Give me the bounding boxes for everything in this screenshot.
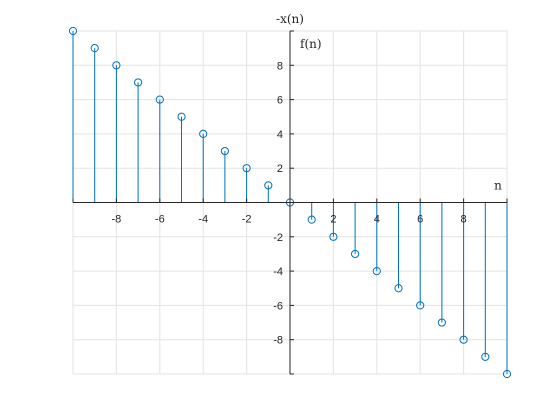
stem-marker — [242, 164, 251, 173]
stem-marker — [112, 61, 121, 70]
stem-marker — [264, 181, 273, 190]
x-tick-label: -6 — [155, 214, 165, 226]
x-tick-label: 4 — [374, 214, 380, 226]
stem-marker — [220, 146, 229, 156]
y-axis-label: f(n) — [300, 37, 322, 51]
stem-marker — [329, 232, 338, 241]
x-tick-label: -4 — [198, 214, 208, 226]
x-tick-label: -8 — [112, 214, 122, 226]
x-tick-label: 6 — [417, 214, 423, 226]
stem-marker — [459, 335, 468, 344]
y-tick-label: -8 — [273, 335, 283, 347]
stem-marker — [394, 284, 403, 293]
y-tick-label: 4 — [277, 129, 283, 141]
stem-marker — [351, 249, 360, 259]
stem-marker — [416, 301, 425, 310]
y-tick-label: 8 — [277, 60, 283, 72]
stem-marker — [134, 78, 143, 87]
x-tick-label: 8 — [461, 214, 467, 226]
stem-marker — [307, 215, 316, 224]
axes — [72, 30, 508, 375]
chart-title: -x(n) — [276, 12, 304, 26]
stem-marker — [68, 26, 78, 36]
stem-marker — [437, 318, 446, 327]
x-tick-label: -2 — [242, 214, 252, 226]
y-tick-label: -2 — [273, 232, 283, 244]
stem-marker — [177, 112, 186, 121]
stem-marker — [481, 352, 490, 361]
x-axis-label: n — [494, 179, 502, 193]
y-tick-label: 6 — [277, 95, 283, 107]
stem-marker — [90, 44, 99, 53]
stem-marker — [155, 95, 164, 104]
x-tick-label: 2 — [330, 214, 336, 226]
y-tick-label: -6 — [273, 300, 283, 312]
stem-marker — [372, 267, 381, 276]
y-tick-label: -4 — [273, 266, 283, 278]
stem-marker — [199, 129, 208, 138]
stem-series — [68, 26, 512, 379]
tick-labels: -8 -6 -4 -2 2 4 6 8 -8 -6 -4 -2 2 4 6 8 — [112, 60, 467, 346]
stem-marker — [502, 369, 512, 379]
y-tick-label: 2 — [277, 163, 283, 175]
